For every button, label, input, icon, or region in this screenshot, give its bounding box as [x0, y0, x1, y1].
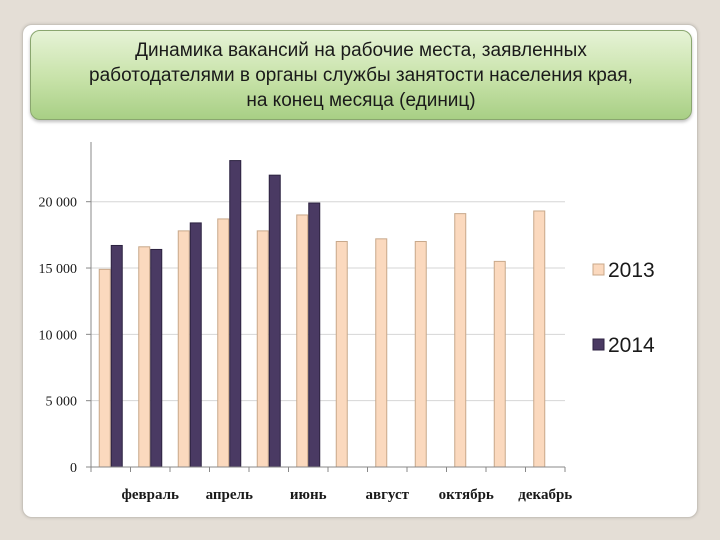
y-tick-label: 15 000 — [39, 262, 78, 277]
x-tick-label: февраль — [122, 487, 180, 503]
bar-2013-декабрь — [533, 210, 546, 468]
title-banner: Динамика вакансий на рабочие места, заяв… — [30, 30, 692, 120]
bar-2014-март — [189, 222, 202, 468]
x-tick-label: декабрь — [518, 487, 572, 503]
y-tick-label: 20 000 — [39, 196, 78, 211]
chart-title: Динамика вакансий на рабочие места, заяв… — [89, 39, 633, 111]
bar-2013-март — [177, 230, 190, 468]
x-axis-labels: февраль апрель июнь август октябрь декабрь — [122, 487, 573, 503]
legend-label-2014: 2014 — [608, 334, 655, 357]
bar-2013-октябрь — [454, 213, 467, 468]
bar-2013-май — [256, 230, 269, 468]
legend-label-2013: 2013 — [608, 259, 655, 282]
y-axis-ticks: 0 5 000 10 000 15 000 20 000 — [39, 196, 91, 476]
legend-swatch-2014 — [592, 338, 605, 351]
legend: 2013 2014 — [592, 259, 655, 357]
bar-2014-январь — [110, 244, 123, 468]
bar-2013-июль — [335, 240, 348, 468]
bar-2014-июнь — [308, 202, 321, 468]
x-tick-label: август — [366, 487, 410, 503]
x-tick-label: апрель — [206, 487, 253, 503]
x-tick-label: июнь — [290, 487, 327, 503]
bars — [98, 160, 546, 468]
bar-2014-апрель — [229, 160, 242, 468]
bar-2014-май — [268, 174, 281, 468]
bar-2013-ноябрь — [493, 260, 506, 468]
bar-2013-февраль — [138, 246, 151, 468]
y-tick-label: 10 000 — [39, 328, 78, 343]
bar-2013-август — [375, 238, 388, 468]
grid-lines — [91, 201, 565, 402]
bar-2013-июнь — [296, 214, 309, 468]
y-tick-label: 5 000 — [46, 395, 78, 410]
bar-2013-январь — [98, 268, 111, 468]
bar-2013-сентябрь — [414, 240, 427, 468]
bar-2013-апрель — [217, 218, 230, 468]
legend-swatch-2013 — [592, 263, 605, 276]
y-tick-label: 0 — [70, 461, 77, 476]
x-tick-label: октябрь — [439, 487, 494, 503]
bar-2014-февраль — [150, 248, 163, 468]
axes — [90, 142, 566, 472]
